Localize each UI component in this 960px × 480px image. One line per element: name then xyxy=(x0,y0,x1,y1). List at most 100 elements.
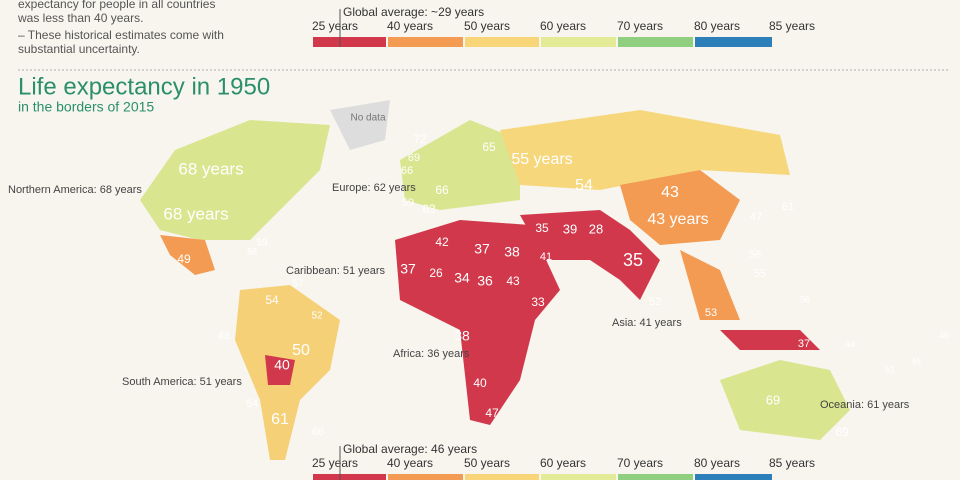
map-label: 46 xyxy=(939,330,949,340)
map-label: 61 xyxy=(271,411,289,428)
map-label: 48 xyxy=(218,330,230,342)
note-line: expectancy for people in all countries xyxy=(18,0,215,11)
map-label: 55 years xyxy=(511,151,572,168)
map-label: 36 xyxy=(477,273,493,289)
map-label: 37 xyxy=(798,338,810,350)
africa xyxy=(395,220,560,425)
map-label: 56 xyxy=(749,249,761,261)
map-label: 52 xyxy=(649,296,661,308)
map-label: 34 xyxy=(454,270,470,286)
map-label: 53 xyxy=(705,307,717,319)
legend-label: 60 years xyxy=(540,456,586,470)
map-label: 38 xyxy=(504,244,520,260)
map xyxy=(140,100,850,460)
region-label: South America: 51 years xyxy=(122,376,242,388)
legend-swatch xyxy=(465,474,539,480)
legend-swatch xyxy=(388,474,463,480)
map-label: 59 xyxy=(402,197,414,209)
map-label: 44 xyxy=(845,339,855,349)
map-label: 61 xyxy=(782,201,794,213)
map-label: 59 xyxy=(256,238,268,249)
legend-swatch xyxy=(313,37,386,47)
map-label: 66 xyxy=(435,183,449,197)
legend-label: 60 years xyxy=(540,19,586,33)
indonesia xyxy=(720,330,820,350)
region-label: Asia: 41 years xyxy=(612,317,682,329)
map-label: 51 xyxy=(885,364,895,374)
map-label: 56 xyxy=(800,294,810,304)
map-label: 68 years xyxy=(178,159,243,178)
map-label: 54 xyxy=(265,293,279,307)
note-line: was less than 40 years. xyxy=(17,11,143,25)
note-line: – These historical estimates come with xyxy=(18,28,224,42)
legend-label: 85 years xyxy=(769,456,815,470)
north-america xyxy=(140,120,330,240)
legend-swatch xyxy=(618,37,693,47)
map-label: 43 xyxy=(506,274,520,288)
map-label: 26 xyxy=(429,266,443,280)
legend-label: 85 years xyxy=(769,19,815,33)
legend-label: 25 years xyxy=(312,19,358,33)
title: Life expectancy in 1950 xyxy=(18,73,270,100)
map-label: 37 xyxy=(474,241,490,257)
legend-label: 70 years xyxy=(617,19,663,33)
legend-swatch xyxy=(541,474,616,480)
map-label: 38 xyxy=(454,328,470,344)
map-label: 33 xyxy=(531,295,545,309)
map-label: 69 xyxy=(766,392,780,407)
region-label: Caribbean: 51 years xyxy=(286,265,386,277)
legend-swatch xyxy=(541,37,616,47)
map-label: 45 xyxy=(911,356,921,366)
legend-label: 50 years xyxy=(464,19,510,33)
map-label: 68 years xyxy=(163,204,228,223)
map-label: 66 xyxy=(312,426,324,438)
map-label: 55 xyxy=(754,268,766,280)
bolivia xyxy=(265,355,295,385)
legend-label: 40 years xyxy=(387,456,433,470)
legend-swatch xyxy=(695,37,772,47)
region-label: Northern America: 68 years xyxy=(8,184,142,196)
legend-swatch xyxy=(388,37,463,47)
map-label: 43 years xyxy=(647,211,708,228)
south-asia xyxy=(520,210,660,300)
subtitle: in the borders of 2015 xyxy=(18,99,154,115)
legend-swatch xyxy=(465,37,539,47)
map-label: 69 xyxy=(408,152,420,164)
map-label: 49 xyxy=(177,252,191,266)
map-label: 65 xyxy=(482,140,496,154)
southeast-asia xyxy=(680,250,740,320)
map-label: 39 xyxy=(563,221,577,236)
legend-swatch xyxy=(618,474,693,480)
legend-label: 70 years xyxy=(617,456,663,470)
region-label: Africa: 36 years xyxy=(393,348,470,360)
map-label: 43 xyxy=(661,184,679,201)
australia xyxy=(720,360,850,440)
legend-label: 25 years xyxy=(312,456,358,470)
china xyxy=(620,170,740,245)
map-label: 63 xyxy=(422,202,436,216)
legend-label: 40 years xyxy=(387,19,433,33)
legend-label: 50 years xyxy=(464,456,510,470)
region-label: Europe: 62 years xyxy=(332,182,416,194)
map-label: 57 xyxy=(292,279,304,290)
legend-label: 80 years xyxy=(694,19,740,33)
legend-annotation: Global average: 46 years xyxy=(343,442,477,456)
europe xyxy=(400,120,520,210)
legend-label: 80 years xyxy=(694,456,740,470)
map-label: 47 xyxy=(750,211,762,223)
map-label: 54 xyxy=(246,398,258,410)
map-label: 47 xyxy=(485,406,499,420)
map-label: 50 xyxy=(292,342,310,359)
legend-swatch xyxy=(313,474,386,480)
map-label: 54 xyxy=(575,177,593,194)
no-data-label: No data xyxy=(350,113,385,124)
map-label: 66 xyxy=(401,165,413,177)
legend-annotation: Global average: ~29 years xyxy=(343,5,484,19)
russia xyxy=(500,110,790,190)
map-label: 40 xyxy=(274,357,290,373)
map-label: 35 xyxy=(535,221,549,235)
map-label: 52 xyxy=(311,311,323,322)
mexico xyxy=(160,235,215,275)
map-label: 40 xyxy=(473,376,487,390)
